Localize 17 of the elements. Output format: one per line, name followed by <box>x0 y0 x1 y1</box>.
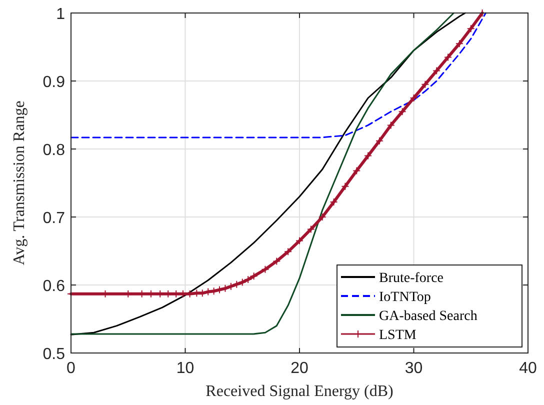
y-axis-title: Avg. Transmission Range <box>11 100 28 266</box>
legend-label: LSTM <box>379 328 417 343</box>
x-axis-title: Received Signal Energy (dB) <box>206 383 394 400</box>
x-tick-label: 10 <box>176 360 194 377</box>
x-tick-label: 20 <box>290 360 308 377</box>
legend-label: IoTNTop <box>379 290 431 305</box>
y-tick-label: 0.8 <box>42 142 66 159</box>
x-tick-label: 0 <box>66 360 76 377</box>
x-tick-label: 30 <box>404 360 423 377</box>
y-tick-label: 0.7 <box>42 210 66 227</box>
y-tick-label: 1 <box>56 6 66 23</box>
y-tick-label: 0.9 <box>42 74 66 91</box>
x-tick-label: 40 <box>519 360 537 377</box>
y-tick-label: 0.6 <box>42 278 66 295</box>
legend-label: GA-based Search <box>379 309 478 324</box>
y-tick-label: 0.5 <box>42 346 66 363</box>
legend-label: Brute-force <box>379 271 444 286</box>
